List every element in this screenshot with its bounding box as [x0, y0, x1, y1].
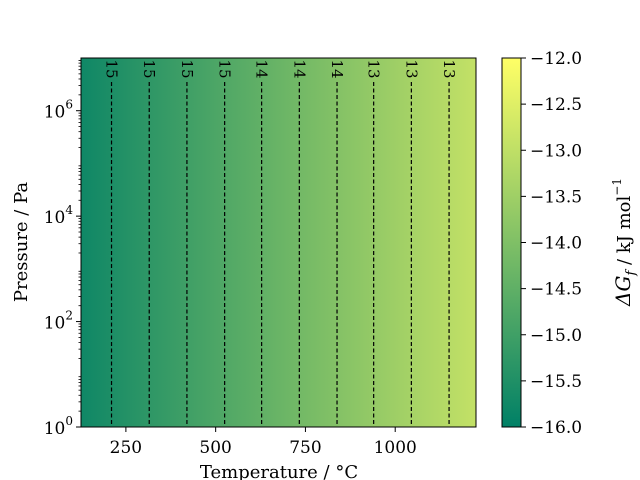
- heatmap-field: [81, 58, 476, 427]
- colorbar-title: ΔGf / kJ mol−1: [610, 178, 639, 307]
- y-axis-ticks: 100 102 104 106: [44, 60, 81, 439]
- contour-label: 14: [328, 59, 346, 78]
- y-tick-label: 102: [44, 309, 73, 334]
- contour-label: 14: [253, 59, 271, 78]
- colorbar-tick-label: −13.0: [530, 141, 582, 161]
- plot-frame: [80, 57, 477, 428]
- colorbar-tick-label: −12.5: [530, 95, 582, 115]
- y-tick-label: 106: [44, 98, 73, 123]
- colorbar-gradient: [502, 58, 521, 427]
- colorbar: −12.0 −12.5 −13.0 −13.5 −14.0 −14.5 −15.0 −15.5…: [501, 49, 582, 438]
- colorbar-tick-label: −12.0: [530, 49, 582, 69]
- x-axis-title: Temperature / °C: [200, 462, 358, 480]
- contour-label: 14: [290, 59, 308, 78]
- x-tick-label: 1000: [374, 438, 417, 458]
- y-tick-label: 104: [44, 203, 74, 228]
- colorbar-tick-label: −13.5: [530, 187, 582, 207]
- colorbar-frame: [501, 57, 522, 428]
- y-axis-title: Pressure / Pa: [11, 182, 32, 303]
- y-tick-label: 100: [44, 414, 73, 439]
- contour-label: 15: [103, 59, 121, 78]
- colorbar-tick-label: −16.0: [530, 418, 582, 438]
- contour-label: 15: [178, 59, 196, 78]
- contour-label: 13: [365, 59, 383, 78]
- x-axis-ticks: 250 500 750 1000: [110, 427, 417, 458]
- colorbar-tick-label: −14.5: [530, 280, 582, 300]
- x-tick-label: 250: [110, 438, 142, 458]
- contour-label: 15: [216, 59, 234, 78]
- contour-label: 13: [402, 59, 420, 78]
- heatmap-plot: 15 15 15 15 14 14 14 13 13 13 250 500 750 1000 10010…: [44, 57, 477, 458]
- colorbar-tick-label: −15.5: [530, 372, 582, 392]
- colorbar-tick-label: −15.0: [530, 326, 582, 346]
- x-tick-label: 750: [289, 438, 321, 458]
- colorbar-tick-label: −14.0: [530, 234, 582, 254]
- contour-lines: 15 15 15 15 14 14 14 13 13 13: [103, 59, 458, 427]
- contour-label: 15: [140, 59, 158, 78]
- contour-label: 13: [440, 59, 458, 78]
- colorbar-ticks: −12.0 −12.5 −13.0 −13.5 −14.0 −14.5 −15.0 −15.5…: [521, 49, 582, 438]
- x-tick-label: 500: [199, 438, 231, 458]
